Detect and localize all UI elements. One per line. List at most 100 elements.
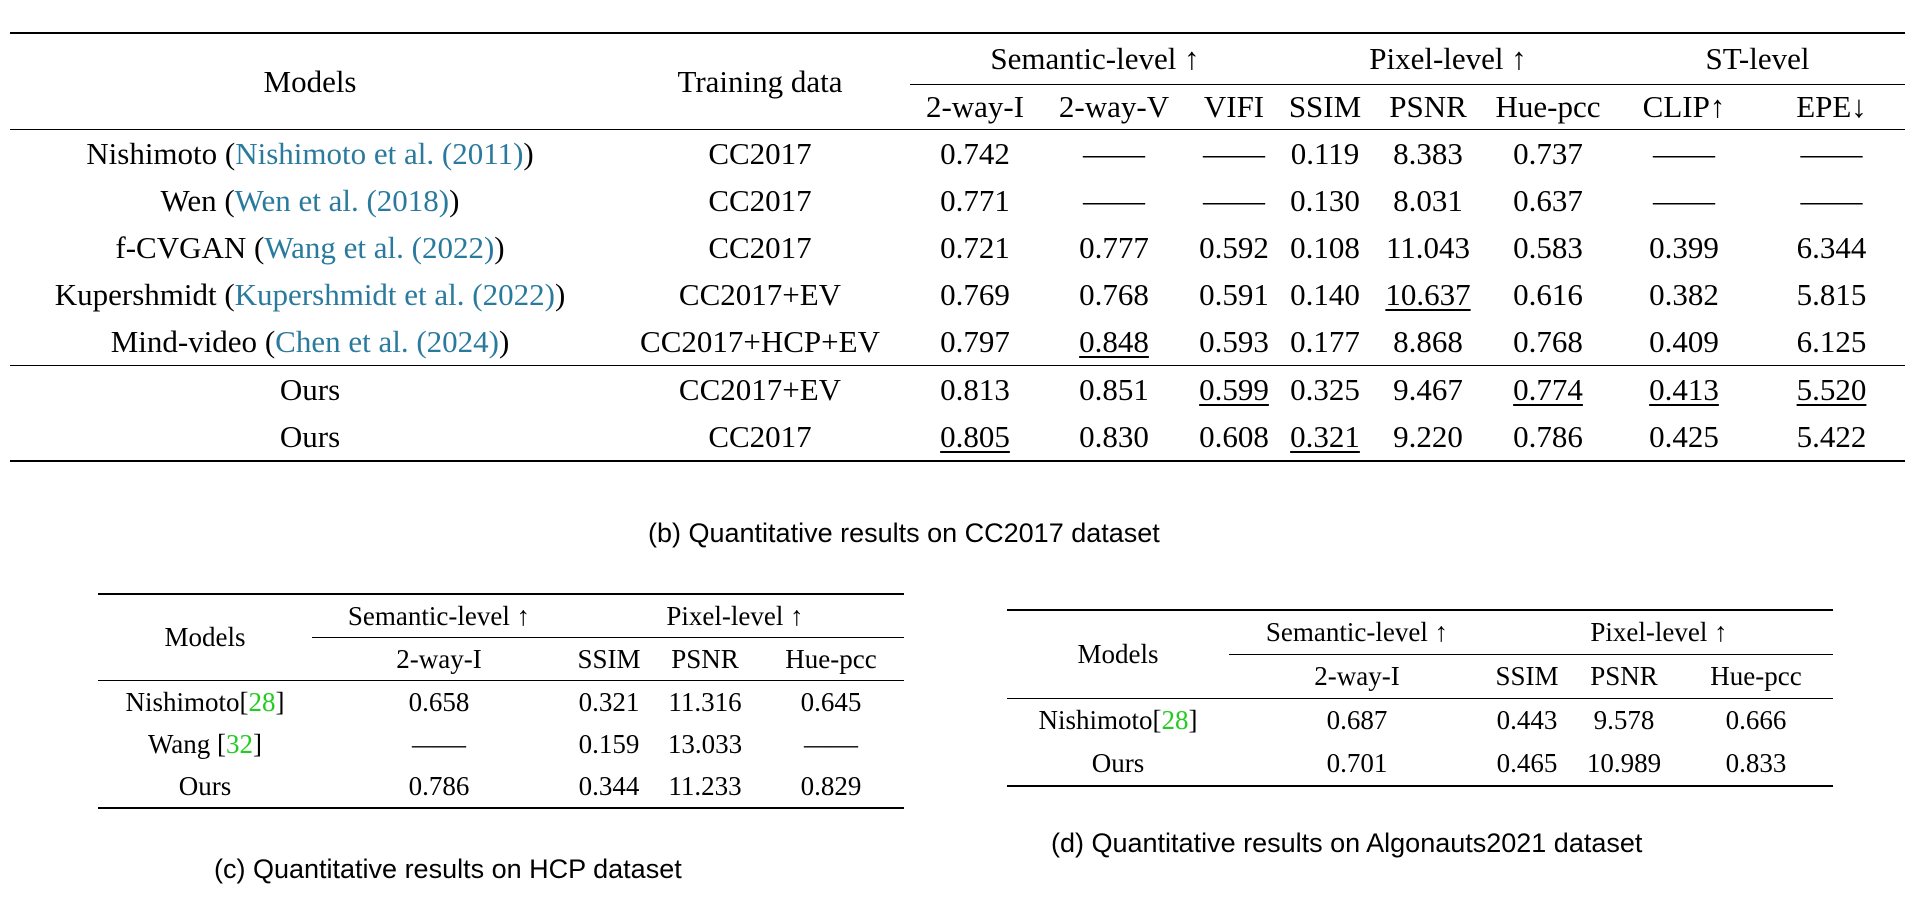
value-cell: 0.830 — [1079, 418, 1149, 454]
header-st-level: ST-level — [1610, 33, 1905, 85]
header-psnr: PSNR — [1569, 654, 1679, 699]
model-cell: Kupershmidt (Kupershmidt et al. (2022)) — [54, 276, 566, 312]
value-cell: 0.409 — [1649, 323, 1719, 359]
citation-link[interactable]: Chen et al. (2024) — [275, 323, 499, 359]
value-cell: 0.591 — [1199, 276, 1269, 312]
value-cell: 0.687 — [1326, 705, 1388, 735]
value-cell: 11.233 — [668, 770, 742, 801]
citation-link[interactable]: Kupershmidt et al. (2022) — [234, 276, 555, 312]
value-cell: 0.583 — [1513, 229, 1583, 265]
value-cell-best: 0.786 — [408, 770, 470, 801]
header-pixel-level: Pixel-level ↑ — [566, 594, 904, 638]
value-cell-best: 0.325 — [1280, 365, 1370, 413]
value-cell: 8.868 — [1393, 323, 1463, 359]
value-cell: 0.658 — [408, 686, 470, 717]
header-training-data: Training data — [610, 33, 910, 130]
header-ssim: SSIM — [1280, 84, 1370, 130]
value-cell: 9.467 — [1370, 365, 1486, 413]
value-cell: 0.130 — [1290, 182, 1360, 218]
header-semantic-level: Semantic-level ↑ — [312, 594, 566, 638]
value-cell-best: 0.465 — [1496, 748, 1558, 778]
value-cell: 5.815 — [1796, 276, 1867, 312]
header-epe: EPE↓ — [1758, 84, 1905, 130]
value-cell: 0.592 — [1199, 229, 1269, 265]
citation-link[interactable]: Wen et al. (2018) — [234, 182, 450, 218]
header-models: Models — [1007, 610, 1229, 699]
value-cell-best: 13.033 — [667, 728, 743, 759]
caption-hcp: (c) Quantitative results on HCP dataset — [214, 854, 682, 884]
model-cell: Wang [32] — [147, 728, 263, 759]
header-ssim: SSIM — [1485, 654, 1569, 699]
value-cell: 0.119 — [1290, 135, 1360, 171]
value-cell: 9.578 — [1593, 705, 1655, 735]
value-cell: 0.140 — [1290, 276, 1360, 312]
value-cell-best: 0.344 — [578, 770, 640, 801]
header-2-way-i: 2-way-I — [910, 84, 1040, 130]
table-algonauts2021: Models Semantic-level ↑ Pixel-level ↑ 2-… — [1007, 609, 1833, 787]
table-row: Ours 0.701 0.465 10.989 0.833 — [1007, 742, 1833, 786]
value-cell: —— — [1203, 182, 1265, 218]
value-cell: 8.031 — [1393, 182, 1463, 218]
caption-algonauts2021: (d) Quantitative results on Algonauts202… — [1051, 828, 1643, 858]
value-cell: 0.443 — [1496, 705, 1558, 735]
model-cell: Ours — [178, 770, 232, 801]
value-cell: 0.737 — [1513, 135, 1583, 171]
training-cell: CC2017 — [708, 229, 812, 265]
header-clip: CLIP↑ — [1610, 84, 1758, 130]
header-2-way-v: 2-way-V — [1040, 84, 1188, 130]
header-semantic-level: Semantic-level ↑ — [1229, 610, 1485, 655]
model-cell: Ours — [10, 365, 610, 413]
training-cell: CC2017 — [708, 135, 812, 171]
value-cell-second: 0.321 — [1290, 418, 1360, 454]
header-models: Models — [98, 594, 312, 681]
header-hue-pcc: Hue-pcc — [1679, 654, 1833, 699]
header-2-way-i: 2-way-I — [312, 637, 566, 681]
value-cell: 0.593 — [1199, 323, 1269, 359]
value-cell-best: 0.813 — [910, 365, 1040, 413]
value-cell: 11.316 — [668, 686, 742, 717]
training-cell: CC2017+EV — [610, 365, 910, 413]
value-cell: 0.768 — [1513, 323, 1583, 359]
table-row: Nishimoto[28] 0.658 0.321 11.316 0.645 — [98, 681, 904, 724]
header-pixel-level: Pixel-level ↑ — [1280, 33, 1610, 85]
value-cell-best: 0.608 — [1199, 418, 1269, 454]
model-cell: Nishimoto (Nishimoto et al. (2011)) — [86, 135, 534, 171]
value-cell-best: 11.043 — [1385, 229, 1471, 265]
header-hue-pcc: Hue-pcc — [1486, 84, 1610, 130]
table-row: Wen (Wen et al. (2018)) CC2017 0.771 —— … — [10, 177, 1905, 224]
value-cell: —— — [412, 728, 466, 759]
value-cell: —— — [1203, 135, 1265, 171]
value-cell: 0.321 — [578, 686, 640, 717]
training-cell: CC2017+EV — [678, 276, 842, 312]
value-cell: 0.177 — [1290, 323, 1360, 359]
table-row: Ours CC2017+EV 0.813 0.851 0.599 0.325 9… — [10, 365, 1905, 413]
value-cell-best: 0.425 — [1649, 418, 1719, 454]
model-cell: Nishimoto[28] — [1038, 705, 1198, 735]
value-cell-second: 0.805 — [940, 418, 1010, 454]
reference-link[interactable]: 28 — [1161, 705, 1189, 735]
reference-link[interactable]: 32 — [226, 728, 254, 759]
table-row: Ours 0.786 0.344 11.233 0.829 — [98, 765, 904, 808]
header-semantic-level: Semantic-level ↑ — [910, 33, 1280, 85]
value-cell: —— — [1083, 135, 1145, 171]
value-cell: —— — [1800, 182, 1863, 218]
value-cell: 0.637 — [1513, 182, 1583, 218]
model-cell: Mind-video (Chen et al. (2024)) — [110, 323, 510, 359]
value-cell: 0.645 — [800, 686, 862, 717]
value-cell: 0.399 — [1649, 229, 1719, 265]
model-cell: Ours — [1091, 748, 1145, 778]
value-cell-best: 0.851 — [1040, 365, 1188, 413]
header-ssim: SSIM — [566, 637, 652, 681]
value-cell-best: 10.989 — [1586, 748, 1662, 778]
value-cell: 0.382 — [1649, 276, 1719, 312]
citation-link[interactable]: Wang et al. (2022) — [264, 229, 495, 265]
value-cell: 6.125 — [1796, 323, 1867, 359]
value-cell-second: 10.637 — [1385, 276, 1471, 312]
citation-link[interactable]: Nishimoto et al. (2011) — [235, 135, 524, 171]
value-cell: 0.797 — [940, 323, 1010, 359]
reference-link[interactable]: 28 — [248, 686, 276, 717]
table-row: Nishimoto[28] 0.687 0.443 9.578 0.666 — [1007, 699, 1833, 743]
caption-cc2017: (b) Quantitative results on CC2017 datas… — [648, 518, 1160, 548]
table-row: f-CVGAN (Wang et al. (2022)) CC2017 0.72… — [10, 224, 1905, 271]
value-cell-second: 0.413 — [1610, 365, 1758, 413]
